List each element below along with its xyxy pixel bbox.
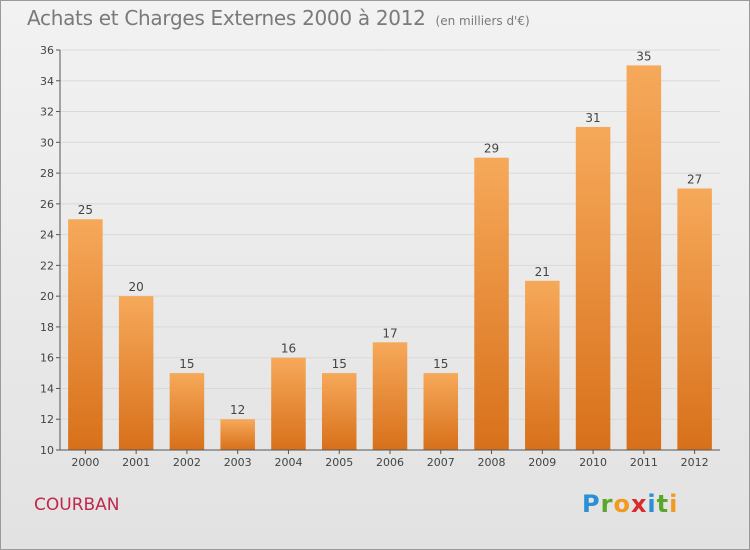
bar (677, 188, 712, 450)
data-label: 29 (484, 142, 499, 156)
data-label: 35 (636, 49, 651, 63)
bar (423, 373, 459, 450)
data-label: 15 (332, 357, 347, 371)
data-label: 31 (585, 111, 600, 125)
y-tick-label: 16 (40, 352, 54, 365)
x-tick-label: 2009 (528, 456, 556, 469)
y-tick-label: 18 (40, 321, 54, 334)
proxiti-logo: Proxiti (582, 490, 678, 518)
bar (525, 280, 560, 450)
x-tick-label: 2012 (681, 456, 709, 469)
x-tick-label: 2001 (122, 456, 150, 469)
x-tick-label: 2011 (630, 456, 658, 469)
axes: 10 12 14 16 18 20 22 24 26 28 30 32 34 36 2000 2001 2002… (40, 44, 720, 469)
y-tick-label: 20 (40, 290, 54, 303)
logo-letter: r (600, 490, 614, 518)
x-tick-label: 2010 (579, 456, 607, 469)
y-tick-label: 12 (40, 413, 54, 426)
chart-title: Achats et Charges Externes 2000 à 2012 (e… (27, 6, 530, 30)
data-label: 27 (687, 172, 702, 186)
data-label: 17 (382, 326, 397, 340)
y-tick-label: 34 (40, 75, 54, 88)
y-tick-label: 14 (40, 382, 54, 395)
y-tick-label: 26 (40, 198, 54, 211)
bar (271, 357, 306, 450)
bar (220, 419, 255, 450)
bar (169, 373, 205, 450)
y-tick-label: 10 (40, 444, 54, 457)
chart-title-text: Achats et Charges Externes 2000 à 2012 (27, 6, 426, 30)
logo-letter: t (656, 490, 670, 518)
logo-letter: i (647, 490, 657, 518)
x-tick-label: 2003 (224, 456, 252, 469)
commune-name: COURBAN (34, 495, 120, 515)
x-tick-label: 2006 (376, 456, 404, 469)
data-label: 15 (433, 357, 448, 371)
bar (372, 342, 408, 450)
bar (575, 126, 611, 450)
bar (68, 219, 103, 450)
logo-letter: P (582, 490, 601, 518)
data-label: 25 (78, 203, 93, 217)
x-tick-label: 2008 (478, 456, 506, 469)
bar (321, 373, 357, 450)
y-tick-label: 28 (40, 167, 54, 180)
data-labels: 25 20 15 12 16 15 17 15 29 21 31 35 27 (78, 49, 703, 417)
x-tick-label: 2002 (173, 456, 201, 469)
bar (118, 296, 154, 450)
x-tick-label: 2004 (274, 456, 302, 469)
bars (68, 65, 712, 450)
x-tick-label: 2005 (325, 456, 353, 469)
bar (626, 65, 662, 450)
logo-letter: o (613, 490, 631, 518)
y-tick-label: 36 (40, 44, 54, 57)
x-tick-label: 2007 (427, 456, 455, 469)
logo-letter: x (630, 490, 648, 518)
y-tick-label: 24 (40, 229, 54, 242)
y-tick-label: 22 (40, 259, 54, 272)
data-label: 20 (129, 280, 144, 294)
logo-letter: i (669, 490, 679, 518)
data-label: 15 (179, 357, 194, 371)
y-tick-label: 32 (40, 106, 54, 119)
bar (474, 157, 509, 450)
data-label: 16 (281, 342, 296, 356)
y-tick-label: 30 (40, 136, 54, 149)
data-label: 12 (230, 403, 245, 417)
data-label: 21 (535, 265, 550, 279)
chart-unit: (en milliers d'€) (435, 14, 530, 28)
x-tick-label: 2000 (71, 456, 99, 469)
